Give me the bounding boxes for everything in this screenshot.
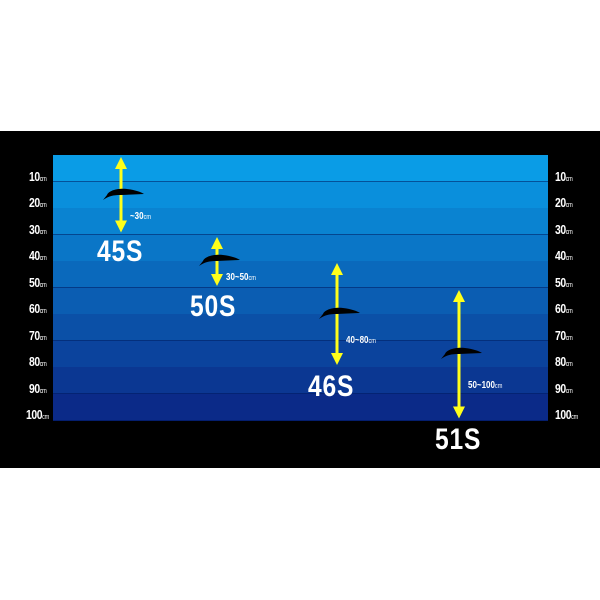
depth-label-left: 70cm — [29, 327, 47, 343]
lure-silhouette-icon — [103, 188, 144, 200]
depth-label-left-value: 10 — [29, 168, 40, 184]
depth-label-left: 100cm — [26, 407, 49, 422]
lure-model-label: 45S — [97, 235, 143, 269]
depth-label-left-value: 70 — [29, 327, 40, 343]
water-column — [53, 155, 548, 421]
depth-label-right: 80cm — [555, 354, 573, 369]
depth-label-right: 50cm — [555, 274, 573, 290]
lure-model-label-value: 46S — [308, 370, 355, 403]
depth-label-right-unit: cm — [565, 228, 573, 236]
depth-label-left-value: 90 — [29, 380, 40, 396]
depth-range-label-value: 30~50 — [226, 271, 249, 283]
depth-label-left-value: 20 — [29, 195, 40, 210]
depth-label-left-unit: cm — [39, 387, 47, 395]
depth-range-label: 50~100cm — [468, 380, 502, 391]
arrow-head-up — [453, 289, 465, 302]
depth-label-left: 40cm — [29, 248, 47, 263]
depth-label-left-value: 40 — [29, 248, 40, 263]
lure-silhouette-icon — [441, 347, 482, 359]
depth-label-left: 60cm — [29, 301, 47, 316]
depth-label-right: 60cm — [555, 301, 573, 316]
depth-label-right-unit: cm — [565, 387, 573, 395]
arrow-head-up — [115, 157, 127, 169]
depth-label-left-unit: cm — [39, 255, 47, 262]
lure-silhouette-icon — [199, 254, 240, 266]
arrow-head-up — [331, 263, 343, 275]
depth-label-left-value: 80 — [29, 354, 40, 369]
depth-label-right: 70cm — [555, 327, 573, 343]
lure-silhouette-icon — [319, 307, 360, 319]
depth-label-left-unit: cm — [39, 281, 47, 289]
depth-range-label-unit: cm — [368, 338, 376, 346]
depth-label-right-unit: cm — [565, 334, 573, 342]
depth-label-left-value: 50 — [29, 274, 40, 290]
depth-range-label: 40~80cm — [346, 335, 376, 346]
depth-label-right: 40cm — [555, 248, 573, 263]
depth-label-right: 90cm — [555, 380, 573, 396]
depth-label-left: 20cm — [29, 195, 47, 210]
arrow-head-down — [211, 273, 223, 286]
depth-label-right-value: 10 — [555, 168, 566, 184]
depth-label-left-unit: cm — [42, 414, 49, 421]
depth-label-right-unit: cm — [565, 202, 573, 209]
depth-label-right-value: 60 — [555, 301, 566, 316]
depth-label-left: 80cm — [29, 354, 47, 369]
depth-label-right-value: 40 — [555, 248, 566, 263]
depth-band — [53, 314, 548, 341]
depth-label-right: 20cm — [555, 195, 573, 210]
depth-range-label-value: ~30 — [130, 210, 144, 222]
lure-model-label: 46S — [308, 370, 354, 404]
depth-range-label-unit: cm — [248, 274, 256, 282]
depth-label-right-unit: cm — [571, 414, 578, 421]
depth-label-left-unit: cm — [39, 334, 47, 342]
lure-model-label: 50S — [190, 290, 236, 324]
depth-label-left-unit: cm — [39, 202, 47, 209]
depth-label-right-value: 50 — [555, 274, 566, 290]
depth-range-label-unit: cm — [494, 383, 503, 391]
depth-label-left-value: 100 — [26, 407, 43, 422]
arrow-head-down — [453, 406, 465, 418]
depth-label-left: 50cm — [29, 274, 47, 290]
depth-label-left: 90cm — [29, 380, 47, 396]
depth-label-right-unit: cm — [565, 361, 573, 368]
depth-label-right: 100cm — [555, 407, 578, 422]
depth-label-right-value: 30 — [555, 221, 566, 237]
arrow-head-up — [211, 236, 223, 249]
depth-band — [53, 393, 548, 421]
arrow-head-down — [115, 220, 127, 233]
depth-label-right-value: 80 — [555, 354, 566, 369]
lure-model-label-value: 51S — [435, 423, 482, 456]
depth-label-right-value: 70 — [555, 327, 566, 343]
depth-label-right-value: 100 — [555, 407, 572, 422]
depth-band — [53, 181, 548, 209]
depth-label-left-unit: cm — [39, 361, 47, 368]
depth-label-right-value: 20 — [555, 195, 566, 210]
depth-label-right-value: 90 — [555, 380, 566, 396]
depth-label-left-unit: cm — [39, 308, 47, 315]
lure-model-label-value: 50S — [190, 290, 237, 323]
depth-label-left-value: 60 — [29, 301, 40, 316]
depth-label-right: 10cm — [555, 168, 573, 184]
depth-range-label-unit: cm — [143, 213, 152, 221]
depth-label-left-value: 30 — [29, 221, 40, 237]
depth-range-label-value: 40~80 — [346, 335, 369, 347]
depth-label-left-unit: cm — [39, 175, 47, 183]
depth-label-right: 30cm — [555, 221, 573, 237]
depth-label-right-unit: cm — [565, 281, 573, 289]
depth-label-left: 30cm — [29, 221, 47, 237]
depth-range-label: 30~50cm — [226, 272, 256, 283]
lure-model-label-value: 45S — [97, 235, 144, 268]
depth-label-left: 10cm — [29, 168, 47, 184]
depth-band — [53, 287, 548, 315]
depth-label-left-unit: cm — [39, 228, 47, 236]
lure-model-label: 51S — [435, 423, 481, 457]
depth-label-right-unit: cm — [565, 255, 573, 262]
depth-label-right-unit: cm — [565, 308, 573, 315]
depth-range-label-value: 50~100 — [468, 380, 495, 392]
arrow-head-down — [331, 353, 343, 365]
depth-range-label: ~30cm — [130, 211, 151, 222]
depth-label-right-unit: cm — [565, 175, 573, 183]
